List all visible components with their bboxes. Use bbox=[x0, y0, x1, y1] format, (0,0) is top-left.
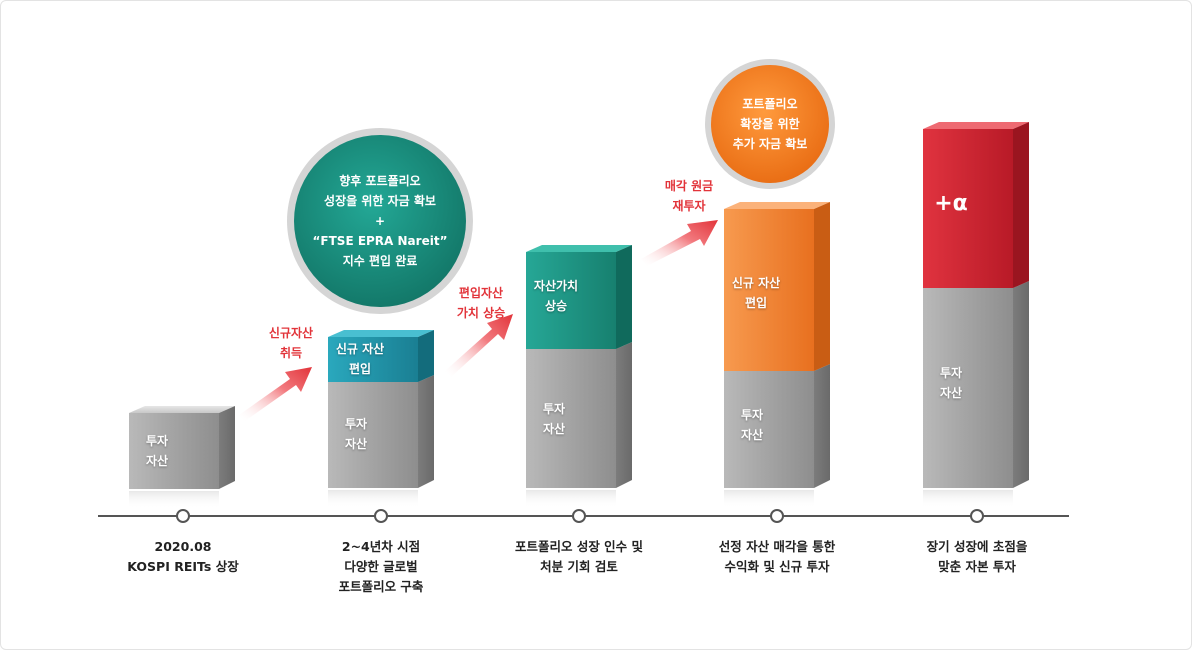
timeline-dots bbox=[176, 509, 984, 523]
column-4-top-box bbox=[724, 202, 830, 371]
timeline-caption-5-line-2: 맞춘 자본 투자 bbox=[938, 559, 1016, 574]
bubble-right-line-3: 추가 자금 확보 bbox=[732, 137, 808, 151]
column-2-top-label: 신규 자산 편입 bbox=[335, 342, 385, 376]
column-2-base-label: 투자 자산 bbox=[344, 417, 368, 451]
column-5-base-label: 투자 자산 bbox=[939, 366, 963, 400]
column-2-top-box bbox=[328, 330, 434, 382]
timeline-caption-1-line-2: KOSPI REITs 상장 bbox=[127, 559, 239, 574]
column-5-base-box bbox=[923, 281, 1029, 508]
timeline-caption-4-line-1: 선정 자산 매각을 통한 bbox=[718, 539, 836, 554]
timeline-caption-2-line-3: 포트폴리오 구축 bbox=[338, 579, 424, 594]
timeline-caption-1: 2020.08 KOSPI REITs 상장 bbox=[83, 537, 283, 577]
timeline-caption-3-line-2: 처분 기회 검토 bbox=[540, 559, 618, 574]
timeline-caption-3: 포트폴리오 성장 인수 및 처분 기회 검토 bbox=[479, 537, 679, 577]
bubble-right-text: 포트폴리오 확장을 위한 추가 자금 확보 bbox=[700, 94, 840, 154]
bubble-right bbox=[705, 59, 835, 189]
bubble-left-line-2: 성장을 위한 자금 확보 bbox=[324, 194, 436, 208]
bubble-left-text: 향후 포트폴리오 성장을 위한 자금 확보 + “FTSE EPRA Narei… bbox=[290, 171, 470, 271]
column-5-top-box bbox=[923, 122, 1029, 288]
timeline-caption-1-line-1: 2020.08 bbox=[154, 539, 212, 554]
arrow-3 bbox=[641, 220, 718, 266]
column-3-top-label: 자산가치 상승 bbox=[533, 279, 579, 313]
column-1-base-box bbox=[129, 406, 235, 509]
arrow-3-label: 매각 원금 재투자 bbox=[664, 179, 714, 213]
timeline-caption-2-line-2: 다양한 글로벌 bbox=[344, 559, 418, 574]
timeline-caption-5-line-1: 장기 성장에 초점을 bbox=[926, 539, 1028, 554]
column-5-top-label: +α bbox=[934, 191, 968, 216]
column-3-base-label: 투자 자산 bbox=[542, 402, 566, 436]
arrow-1-label: 신규자산 취득 bbox=[268, 326, 314, 360]
column-2-base-box bbox=[328, 375, 434, 508]
column-1-base-label: 투자 자산 bbox=[145, 434, 169, 468]
timeline-caption-5: 장기 성장에 초점을 맞춘 자본 투자 bbox=[877, 537, 1077, 577]
bubble-left bbox=[287, 128, 473, 314]
timeline-caption-4-line-2: 수익화 및 신규 투자 bbox=[724, 559, 830, 574]
timeline-caption-4: 선정 자산 매각을 통한 수익화 및 신규 투자 bbox=[677, 537, 877, 577]
arrow-1 bbox=[239, 367, 312, 421]
timeline-caption-2-line-1: 2~4년차 시점 bbox=[341, 539, 421, 554]
bubble-left-line-1: 향후 포트폴리오 bbox=[339, 174, 421, 188]
arrow-2-label: 편입자산 가치 상승 bbox=[456, 286, 506, 320]
column-4-base-label: 투자 자산 bbox=[740, 408, 764, 442]
column-3-top-box bbox=[526, 245, 632, 349]
bubble-right-line-1: 포트폴리오 bbox=[742, 97, 798, 111]
timeline-caption-3-line-1: 포트폴리오 성장 인수 및 bbox=[514, 539, 644, 554]
column-4-top-label: 신규 자산 편입 bbox=[731, 276, 781, 310]
bubble-right-line-2: 확장을 위한 bbox=[740, 117, 800, 131]
bubble-left-line-3: + bbox=[374, 214, 386, 228]
timeline-caption-2: 2~4년차 시점 다양한 글로벌 포트폴리오 구축 bbox=[281, 537, 481, 597]
arrow-2 bbox=[445, 314, 513, 377]
bubble-left-line-5: 지수 편입 완료 bbox=[342, 254, 418, 268]
bubble-left-line-4: “FTSE EPRA Nareit” bbox=[312, 234, 448, 248]
